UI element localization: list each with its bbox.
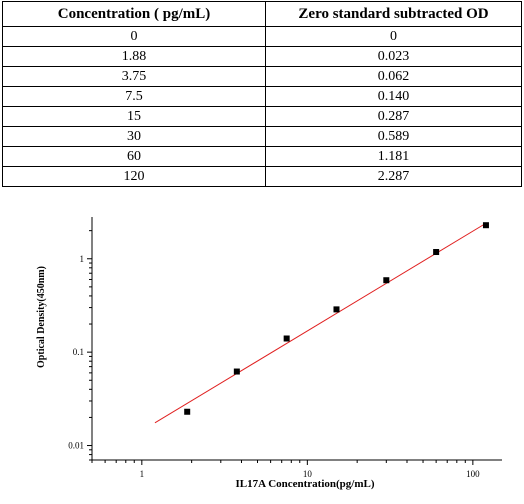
data-point xyxy=(433,249,440,256)
fit-line xyxy=(154,222,487,424)
table-row: 60 1.181 xyxy=(2,146,522,167)
x-tick-label: 100 xyxy=(466,469,480,479)
concentration-column-header: Concentration ( pg/mL) xyxy=(2,1,266,27)
concentration-cell: 0 xyxy=(2,26,266,47)
standard-curve-table: Concentration ( pg/mL) Zero standard sub… xyxy=(2,1,522,187)
table-row: 7.5 0.140 xyxy=(2,86,522,107)
od-cell: 2.287 xyxy=(265,166,522,187)
table-row: 1.88 0.023 xyxy=(2,46,522,67)
concentration-cell: 30 xyxy=(2,126,266,147)
ticks: 1 10 100 0.01 0.1 1 xyxy=(68,230,480,479)
fit-line-group xyxy=(154,222,487,424)
y-tick-label: 0.01 xyxy=(68,441,84,451)
data-point xyxy=(184,408,191,415)
data-points xyxy=(184,222,489,415)
od-cell: 0.140 xyxy=(265,86,522,107)
concentration-cell: 7.5 xyxy=(2,86,266,107)
y-tick-label: 0.1 xyxy=(73,347,84,357)
concentration-cell: 120 xyxy=(2,166,266,187)
x-axis-title: IL17A Concentration(pg/mL) xyxy=(235,478,374,490)
table-row: 120 2.287 xyxy=(2,166,522,187)
table-row: 30 0.589 xyxy=(2,126,522,147)
od-cell: 0.287 xyxy=(265,106,522,127)
data-point xyxy=(233,368,240,375)
data-point xyxy=(283,335,290,342)
od-cell: 1.181 xyxy=(265,146,522,167)
table-row: 3.75 0.062 xyxy=(2,66,522,87)
standard-curve-chart: 1 10 100 0.01 0.1 1 IL17A Concentration(pg/mL… xyxy=(36,217,502,490)
x-tick-label: 10 xyxy=(303,469,313,479)
data-point xyxy=(482,222,489,229)
od-cell: 0 xyxy=(265,26,522,47)
table-row: 0 0 xyxy=(2,26,522,47)
data-point xyxy=(333,306,340,313)
table-row: 15 0.287 xyxy=(2,106,522,127)
data-point xyxy=(383,277,390,284)
x-tick-label: 1 xyxy=(140,469,145,479)
y-axis-title: Optical Density(450nm) xyxy=(36,266,47,368)
od-cell: 0.023 xyxy=(265,46,522,67)
y-tick-label: 1 xyxy=(80,254,85,264)
od-column-header: Zero standard subtracted OD xyxy=(265,1,522,27)
concentration-cell: 15 xyxy=(2,106,266,127)
concentration-cell: 3.75 xyxy=(2,66,266,87)
concentration-cell: 1.88 xyxy=(2,46,266,67)
od-cell: 0.589 xyxy=(265,126,522,147)
axes xyxy=(91,217,502,461)
table-header-row: Concentration ( pg/mL) Zero standard sub… xyxy=(2,1,522,27)
od-cell: 0.062 xyxy=(265,66,522,87)
concentration-cell: 60 xyxy=(2,146,266,167)
